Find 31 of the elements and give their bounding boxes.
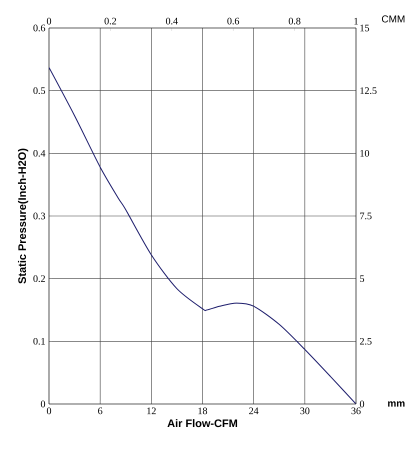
x-tick-label: 6 [98, 408, 103, 414]
x2-tick-label: 0 [47, 18, 52, 24]
x2-tick-label: 0.4 [166, 18, 178, 24]
y-tick-label: 0.2 [34, 275, 46, 282]
x2-tick-label: 1 [354, 18, 358, 24]
x-tick-label: 36 [352, 408, 361, 414]
x-tick-label: 0 [47, 408, 52, 414]
y-tick-label: 0.5 [34, 87, 46, 94]
y2-axis-title: mm [388, 401, 405, 407]
x-tick-label: 12 [147, 408, 156, 414]
x2-tick-label: 0.8 [288, 18, 301, 24]
y-tick-label: 0.6 [34, 24, 46, 32]
y2-tick-label: 0 [360, 400, 364, 408]
x2-tick-label: 0.2 [104, 18, 116, 24]
y-tick-label: 0.3 [34, 212, 46, 220]
y2-tick-label: 2.5 [360, 338, 372, 345]
y2-tick-label: 12.5 [360, 87, 377, 94]
x-axis-title: Air Flow-CFM [168, 419, 238, 428]
y-tick-label: 0.4 [34, 150, 46, 157]
x-tick-label: 24 [249, 408, 259, 414]
x-tick-label: 18 [198, 408, 208, 414]
y-tick-label: 0.1 [34, 338, 46, 345]
y2-tick-label: 10 [360, 150, 370, 157]
y-axis-title: Static Pressure(Inch-H2O) [18, 148, 28, 284]
y-tick-label: 0 [41, 400, 46, 408]
y2-tick-label: 5 [360, 275, 364, 282]
x-tick-label: 30 [300, 408, 310, 414]
y2-tick-label: 7.5 [360, 212, 372, 220]
x2-axis-title: CMM [382, 15, 405, 22]
x2-tick-label: 0.6 [228, 18, 240, 24]
y2-tick-label: 15 [360, 24, 370, 32]
